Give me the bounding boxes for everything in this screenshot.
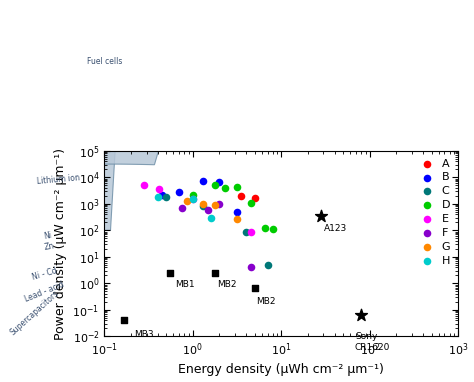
Point <box>221 185 228 191</box>
Point <box>251 195 258 201</box>
Point <box>261 225 268 231</box>
Point <box>247 264 255 270</box>
Point <box>140 182 148 188</box>
Point <box>237 193 245 199</box>
Text: Lithium ion: Lithium ion <box>37 173 81 186</box>
Point <box>357 312 365 318</box>
Text: Fuel cells: Fuel cells <box>87 58 122 66</box>
Point <box>247 228 255 235</box>
Point <box>158 192 166 198</box>
Legend: A, B, C, D, E, F, G, H: A, B, C, D, E, F, G, H <box>414 156 453 268</box>
Point <box>211 202 219 208</box>
Point <box>120 317 128 324</box>
Text: MB2: MB2 <box>256 297 276 306</box>
Point <box>251 285 258 291</box>
Point <box>189 196 197 202</box>
Point <box>234 209 241 215</box>
Point <box>211 270 219 276</box>
Point <box>199 201 207 207</box>
Point <box>189 192 197 198</box>
Y-axis label: Power density (μW cm⁻² μm⁻¹): Power density (μW cm⁻² μm⁻¹) <box>54 147 67 340</box>
Point <box>269 226 276 232</box>
Polygon shape <box>0 254 91 308</box>
Point <box>242 228 250 235</box>
Text: MB1: MB1 <box>175 280 195 289</box>
Point <box>199 178 207 185</box>
Point <box>183 198 191 204</box>
Point <box>205 207 212 213</box>
Polygon shape <box>0 295 93 334</box>
Text: Ni - Cd: Ni - Cd <box>31 266 58 282</box>
Point <box>264 262 271 268</box>
Point <box>154 194 161 200</box>
Point <box>155 186 163 193</box>
Polygon shape <box>0 0 209 176</box>
Text: MB3: MB3 <box>134 330 153 339</box>
Text: MB2: MB2 <box>217 280 237 289</box>
Point <box>189 196 197 202</box>
Point <box>216 201 223 207</box>
Point <box>211 182 219 188</box>
Point <box>199 203 207 209</box>
Point <box>234 216 241 222</box>
Point <box>163 194 170 200</box>
Point <box>234 183 241 189</box>
Point <box>216 179 223 185</box>
Text: Lead - acid: Lead - acid <box>23 280 65 304</box>
Point <box>317 213 325 219</box>
Point <box>166 270 173 276</box>
Polygon shape <box>0 272 91 322</box>
Text: Supercapacitors: Supercapacitors <box>8 289 60 337</box>
Point <box>207 215 215 221</box>
Point <box>247 200 255 206</box>
Text: Sony
CR1620: Sony CR1620 <box>355 332 390 352</box>
Text: Ni
Zn: Ni Zn <box>42 231 55 252</box>
Text: A123: A123 <box>324 224 347 233</box>
Point <box>178 205 185 211</box>
Polygon shape <box>0 138 116 249</box>
Polygon shape <box>0 217 96 286</box>
Point <box>175 189 183 196</box>
X-axis label: Energy density (μWh cm⁻² μm⁻¹): Energy density (μWh cm⁻² μm⁻¹) <box>178 363 384 376</box>
